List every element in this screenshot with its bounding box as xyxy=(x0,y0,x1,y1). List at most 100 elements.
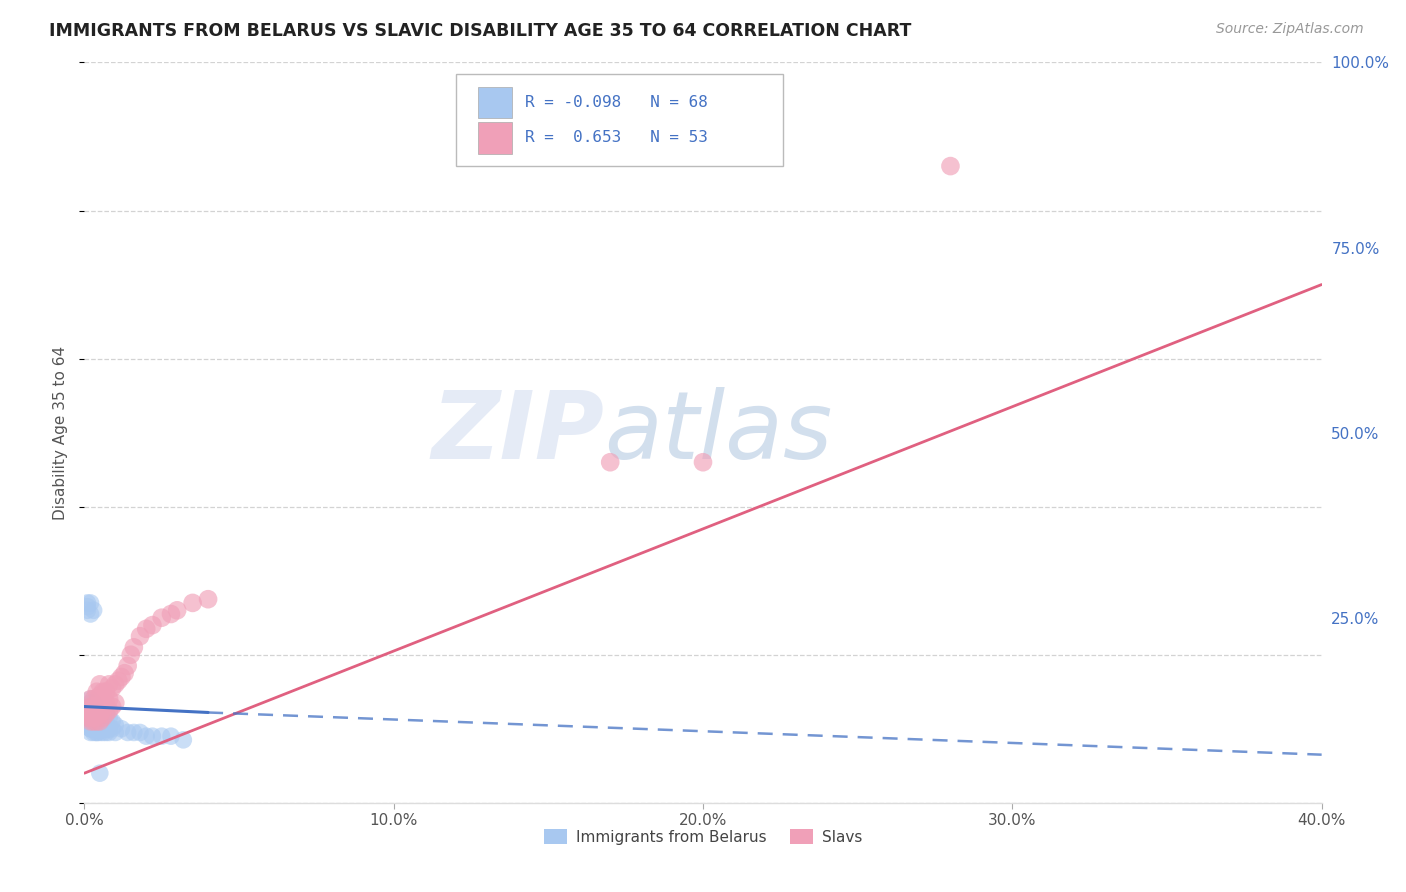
Point xyxy=(79,706,101,721)
Point xyxy=(79,706,101,721)
Y-axis label: Disability Age 35 to 64: Disability Age 35 to 64 xyxy=(53,345,69,520)
Point xyxy=(150,610,173,624)
Point xyxy=(197,592,219,607)
Point xyxy=(86,703,108,717)
Point xyxy=(86,706,108,721)
Point xyxy=(83,692,105,706)
Point xyxy=(79,722,101,736)
Point xyxy=(76,599,98,614)
Point xyxy=(110,722,132,736)
Point xyxy=(83,699,105,714)
Point xyxy=(94,685,117,699)
Point xyxy=(114,666,136,681)
Point xyxy=(91,711,114,725)
Point xyxy=(104,718,127,732)
Point xyxy=(141,618,163,632)
Point xyxy=(86,685,108,699)
Point xyxy=(939,159,962,173)
Legend: Immigrants from Belarus, Slavs: Immigrants from Belarus, Slavs xyxy=(538,822,868,851)
Point xyxy=(86,718,108,732)
Point xyxy=(101,681,124,695)
Point xyxy=(79,722,101,736)
Point xyxy=(122,640,145,655)
Point xyxy=(89,699,111,714)
Text: R = -0.098   N = 68: R = -0.098 N = 68 xyxy=(524,95,707,110)
Point xyxy=(91,725,114,739)
Point xyxy=(76,703,98,717)
FancyBboxPatch shape xyxy=(456,73,783,166)
Point xyxy=(101,714,124,729)
Point xyxy=(181,596,204,610)
Text: ZIP: ZIP xyxy=(432,386,605,479)
Point xyxy=(107,673,129,688)
Point xyxy=(104,725,127,739)
Point xyxy=(104,696,127,710)
Point xyxy=(89,706,111,721)
Point xyxy=(86,722,108,736)
Point xyxy=(98,722,121,736)
Point xyxy=(692,455,714,469)
Point xyxy=(86,699,108,714)
Text: Source: ZipAtlas.com: Source: ZipAtlas.com xyxy=(1216,22,1364,37)
Point xyxy=(94,706,117,721)
Point xyxy=(86,725,108,739)
Point xyxy=(89,766,111,780)
Point xyxy=(76,706,98,721)
Point xyxy=(599,455,621,469)
Text: IMMIGRANTS FROM BELARUS VS SLAVIC DISABILITY AGE 35 TO 64 CORRELATION CHART: IMMIGRANTS FROM BELARUS VS SLAVIC DISABI… xyxy=(49,22,911,40)
Point xyxy=(79,607,101,621)
Point xyxy=(94,714,117,729)
Point xyxy=(160,607,183,621)
Point xyxy=(120,648,142,662)
Point xyxy=(98,692,121,706)
Point xyxy=(83,696,105,710)
Point xyxy=(79,699,101,714)
Point xyxy=(76,711,98,725)
Point xyxy=(89,711,111,725)
Point xyxy=(83,699,105,714)
Point xyxy=(83,725,105,739)
Point xyxy=(86,725,108,739)
Point xyxy=(141,729,163,743)
Point xyxy=(172,732,194,747)
Point xyxy=(117,658,139,673)
Point xyxy=(86,714,108,729)
Point xyxy=(83,711,105,725)
Point xyxy=(79,711,101,725)
Point xyxy=(76,596,98,610)
Point xyxy=(98,725,121,739)
Point xyxy=(94,696,117,710)
Point xyxy=(91,696,114,710)
Point xyxy=(83,706,105,721)
Point xyxy=(79,714,101,729)
Point xyxy=(86,714,108,729)
Point xyxy=(89,677,111,691)
Point xyxy=(83,718,105,732)
Point xyxy=(110,670,132,684)
Point xyxy=(76,706,98,721)
Point xyxy=(91,722,114,736)
Point xyxy=(79,696,101,710)
Point xyxy=(76,711,98,725)
Point xyxy=(89,689,111,703)
Point xyxy=(129,629,152,643)
Point xyxy=(117,725,139,739)
Point xyxy=(79,692,101,706)
Point xyxy=(76,603,98,617)
Point xyxy=(89,718,111,732)
Point xyxy=(79,692,101,706)
Point xyxy=(101,722,124,736)
Point xyxy=(83,603,105,617)
Point xyxy=(79,596,101,610)
Point xyxy=(83,714,105,729)
Point xyxy=(89,706,111,721)
FancyBboxPatch shape xyxy=(478,87,512,118)
Point xyxy=(104,677,127,691)
Point xyxy=(98,711,121,725)
Point xyxy=(94,706,117,721)
Text: atlas: atlas xyxy=(605,387,832,478)
Point xyxy=(89,725,111,739)
Point xyxy=(91,714,114,729)
Point xyxy=(160,729,183,743)
Point xyxy=(94,725,117,739)
